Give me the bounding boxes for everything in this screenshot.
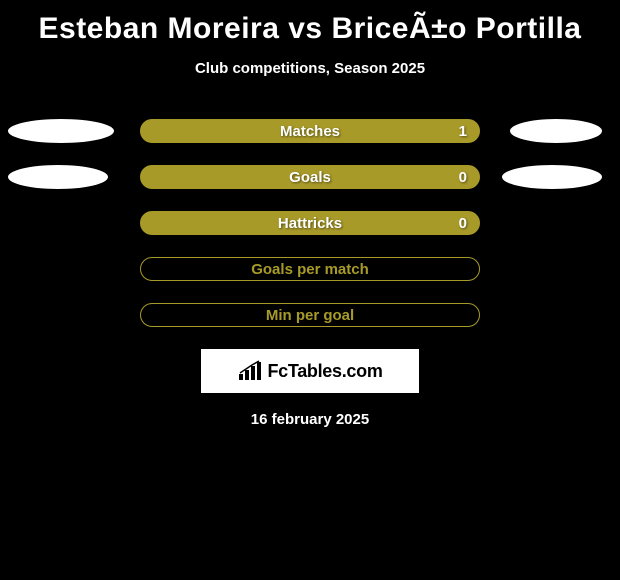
stat-row: Min per goal [0,303,620,327]
stat-label: Goals [289,169,331,186]
stat-row: Hattricks 0 [0,211,620,235]
stat-value: 1 [459,123,467,140]
stat-label: Goals per match [251,261,369,278]
stat-row: Goals 0 [0,165,620,189]
stat-row: Goals per match [0,257,620,281]
player-right-marker [502,165,602,189]
player-right-marker [510,119,602,143]
player-left-marker [8,119,114,143]
stat-bar: Min per goal [140,303,480,327]
player-left-marker [8,165,108,189]
stat-label: Hattricks [278,215,342,232]
logo-text: FcTables.com [267,361,382,382]
stat-bar: Goals 0 [140,165,480,189]
stat-label: Min per goal [266,307,354,324]
chart-icon [237,360,263,382]
stat-rows: Matches 1 Goals 0 Hattricks 0 Goals per match M… [0,119,620,327]
stat-bar: Matches 1 [140,119,480,143]
date-text: 16 february 2025 [0,411,620,428]
page-subtitle: Club competitions, Season 2025 [0,60,620,77]
stat-bar: Goals per match [140,257,480,281]
stat-row: Matches 1 [0,119,620,143]
page-title: Esteban Moreira vs BriceÃ±o Portilla [0,0,620,46]
stat-label: Matches [280,123,340,140]
stat-value: 0 [459,169,467,186]
stat-bar: Hattricks 0 [140,211,480,235]
logo-box: FcTables.com [201,349,419,393]
stat-value: 0 [459,215,467,232]
